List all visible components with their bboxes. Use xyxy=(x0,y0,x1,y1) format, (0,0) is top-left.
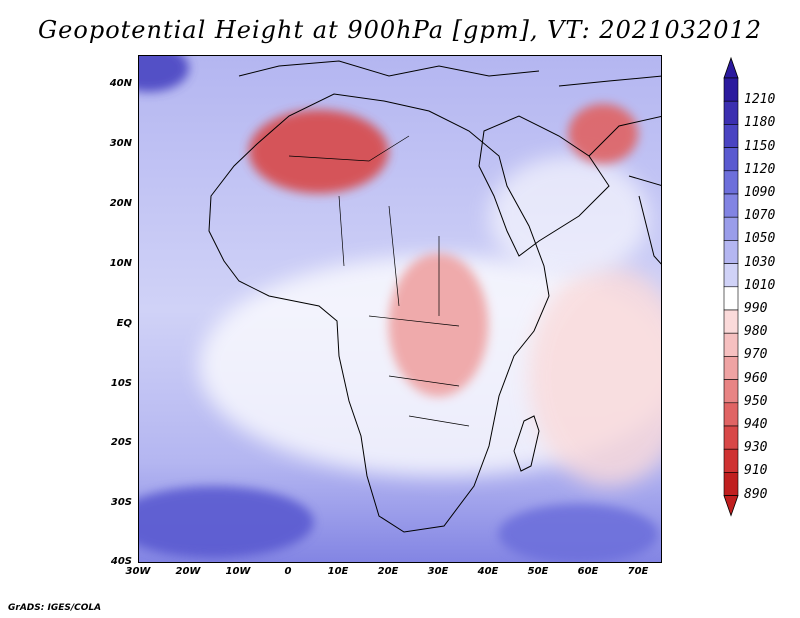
lon-tick-60e: 60E xyxy=(577,566,599,577)
lon-tick-30e: 30E xyxy=(427,566,449,577)
region-sahara-high xyxy=(248,109,389,194)
colorbar-box xyxy=(723,472,739,496)
colorbar-box xyxy=(723,240,739,264)
lat-tick-10s: 10S xyxy=(110,378,132,389)
lon-tick-20e: 20E xyxy=(377,566,399,577)
colorbar-label: 1030 xyxy=(744,254,776,270)
grads-credit: GrADS: IGES/COLA xyxy=(8,603,102,613)
colorbar-box xyxy=(723,263,739,288)
lon-tick-70e: 70E xyxy=(627,566,649,577)
region-northwest-low xyxy=(139,56,189,92)
colorbar-label: 990 xyxy=(744,301,768,316)
region-south-ocean-low-e xyxy=(498,504,658,562)
map-frame[interactable] xyxy=(138,55,662,563)
lon-tick-30w: 30W xyxy=(125,566,151,577)
colorbar-label: 970 xyxy=(744,347,768,363)
colorbar-box xyxy=(723,216,739,241)
colorbar-box xyxy=(723,124,739,148)
colorbar-label: 1120 xyxy=(744,161,776,177)
colorbar-label: 1150 xyxy=(744,138,776,154)
lat-tick-30s: 30S xyxy=(110,497,132,508)
colorbar-box xyxy=(723,332,739,357)
colorbar-box xyxy=(723,147,739,172)
lat-tick-20n: 20N xyxy=(109,198,132,209)
colorbar-label: 910 xyxy=(744,463,768,479)
lon-tick-40e: 40E xyxy=(477,566,499,577)
region-iran-high xyxy=(568,103,639,164)
colorbar-box xyxy=(723,356,739,380)
colorbar-label: 940 xyxy=(744,417,768,432)
colorbar-arrow-bottom xyxy=(723,495,739,517)
lat-tick-40n: 40N xyxy=(109,78,132,89)
colorbar-label: 980 xyxy=(744,324,768,340)
colorbar-box xyxy=(723,100,739,125)
colorbar-box xyxy=(723,379,739,404)
madagascar xyxy=(513,415,540,472)
lat-tick-eq: EQ xyxy=(116,318,132,329)
colorbar-box xyxy=(723,77,739,102)
colorbar-box xyxy=(723,402,739,427)
colorbar-label: 960 xyxy=(744,370,768,386)
indian-ocean-pink xyxy=(529,266,661,486)
arabia xyxy=(478,115,610,257)
colorbar-label: 930 xyxy=(744,440,768,456)
colorbar-box xyxy=(723,448,739,473)
map-canvas[interactable] xyxy=(139,56,662,563)
lon-tick-20w: 20W xyxy=(175,566,201,577)
lon-tick-50e: 50E xyxy=(527,566,549,577)
colorbar-arrow-top xyxy=(723,56,739,79)
lat-tick-20s: 20S xyxy=(110,437,132,448)
colorbar-label: 950 xyxy=(744,393,768,409)
iran-asia xyxy=(558,75,661,157)
india xyxy=(628,175,661,265)
colorbar-label: 1010 xyxy=(744,277,776,293)
region-south-ocean-low-w xyxy=(139,486,314,559)
regions-layer xyxy=(139,56,658,562)
colorbar-box xyxy=(723,193,739,218)
coastlines xyxy=(208,60,661,533)
lat-tick-10n: 10N xyxy=(109,258,132,269)
colorbar-label: 1070 xyxy=(744,208,776,224)
border-lines xyxy=(288,135,470,427)
colorbar-box xyxy=(723,286,739,311)
europe xyxy=(238,60,540,77)
lon-tick-10w: 10W xyxy=(225,566,251,577)
colorbar-label: 1090 xyxy=(744,185,776,200)
colorbar-boxes xyxy=(723,56,739,517)
lon-tick-10e: 10E xyxy=(327,566,349,577)
colorbar-box xyxy=(723,425,739,450)
colorbar-label: 1180 xyxy=(744,115,776,131)
colorbar-label: 1050 xyxy=(744,231,776,247)
lat-tick-40s: 40S xyxy=(110,556,132,567)
chart-title: Geopotential Height at 900hPa [gpm], VT:… xyxy=(38,16,762,44)
colorbar-label: 1210 xyxy=(744,92,776,108)
colorbar-label: 890 xyxy=(744,486,768,502)
lat-tick-30n: 30N xyxy=(109,138,132,149)
lon-tick-0: 0 xyxy=(284,566,292,577)
colorbar-box xyxy=(723,170,739,195)
region-east-africa-high xyxy=(388,253,489,397)
colorbar-box xyxy=(723,309,739,334)
africa-coastline xyxy=(208,93,550,533)
